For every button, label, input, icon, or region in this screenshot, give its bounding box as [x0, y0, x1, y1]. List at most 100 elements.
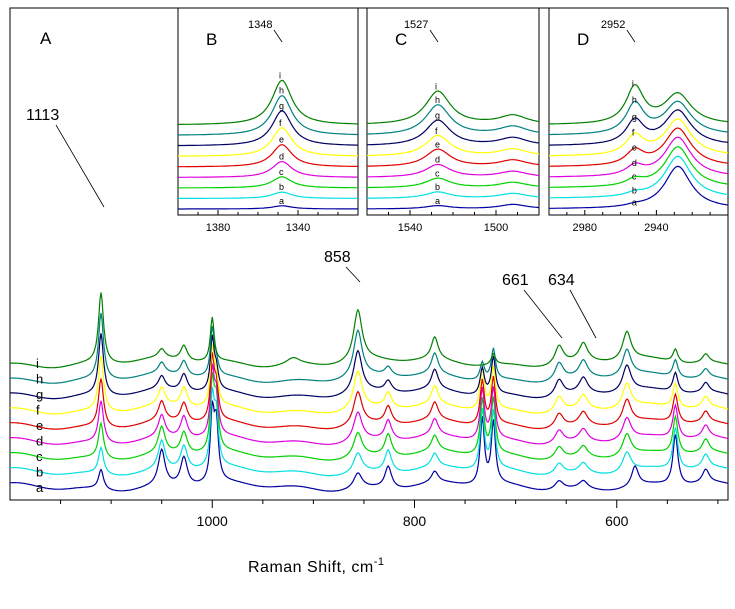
inset-peak-leader: [273, 29, 283, 43]
inset-b-letter-g: g: [279, 101, 284, 111]
inset-frame-c: [366, 7, 540, 216]
main-trace-g: [10, 333, 729, 400]
inset-b-trace-e: [178, 144, 359, 168]
peak-label-858: 858: [324, 249, 351, 266]
inset-frame-d: [548, 7, 729, 216]
inset-c-trace-f: [367, 134, 540, 157]
main-trace-letter-g: g: [36, 387, 43, 402]
peak-leader-634: [569, 289, 597, 339]
inset-b-trace-a: [178, 205, 358, 210]
inset-frame-b: [177, 7, 359, 216]
inset-d-trace-b: [549, 155, 729, 199]
inset-c-letter-d: d: [435, 155, 440, 165]
inset-c-letter-f: f: [435, 126, 438, 136]
peak-leader-661: [523, 289, 563, 339]
inset-c-letter-b: b: [435, 182, 440, 192]
inset-peak-leader: [429, 29, 439, 43]
inset-b-letter-i: i: [279, 70, 281, 80]
inset-b-trace-f: [178, 127, 358, 157]
inset-d-letter-f: f: [632, 127, 635, 137]
inset-c-trace-i: [367, 90, 540, 124]
inset-peak-label-2952: 2952: [601, 19, 625, 31]
inset-c-trace-d: [366, 163, 540, 178]
main-trace-letter-b: b: [36, 465, 43, 480]
inset-peak-leader: [626, 29, 636, 43]
peak-label-1113: 1113: [26, 107, 59, 124]
inset-d-trace-g: [549, 109, 729, 146]
inset-d-trace-i: [548, 83, 729, 125]
main-trace-b: [10, 386, 729, 477]
main-trace-h: [10, 312, 729, 384]
main-x-axis: 1000 800 600: [60, 500, 719, 529]
inset-b-letter-c: c: [279, 167, 284, 177]
main-trace-letter-f: f: [36, 403, 40, 418]
inset-c-trace-e: [366, 148, 540, 167]
inset-d-trace-c: [549, 146, 729, 188]
main-x-tick-label: 1000: [197, 513, 228, 529]
inset-d-tick-label: 2940: [644, 222, 668, 234]
main-trace-c: [10, 371, 729, 461]
inset-c-letter-g: g: [435, 110, 440, 120]
x-axis-title: Raman Shift, cm-1: [248, 556, 385, 576]
inset-d-trace-h: [549, 100, 729, 136]
inset-c-tick-label: 1500: [484, 222, 508, 234]
inset-d-letter-b: b: [632, 185, 637, 195]
inset-c-letter-h: h: [435, 95, 440, 105]
inset-b-letter-f: f: [279, 118, 282, 128]
main-trace-a: [9, 400, 729, 492]
inset-d-tick-label: 2980: [573, 222, 597, 234]
inset-d-trace-d: [549, 136, 729, 178]
inset-d-letter-g: g: [632, 112, 637, 122]
main-trace-letter-a: a: [36, 480, 44, 495]
inset-b-trace-d: [178, 160, 358, 178]
inset-b-tick-label: 1340: [286, 222, 310, 234]
peak-leader-1113: [55, 124, 105, 208]
peak-leader-858: [345, 266, 361, 283]
peak-label-661: 661: [502, 272, 529, 289]
inset-b-letter-d: d: [279, 152, 284, 162]
inset-c-trace-c: [367, 177, 540, 189]
inset-c-trace-b: [366, 191, 540, 199]
main-trace-i: [10, 292, 729, 369]
main-trace-e: [10, 352, 729, 430]
inset-c-letter-e: e: [435, 139, 440, 149]
inset-d-letter-i: i: [632, 78, 634, 88]
inset-c-tick-label: 1540: [398, 222, 422, 234]
main-trace-letter-i: i: [36, 356, 39, 371]
panel-letter-d: D: [577, 30, 589, 49]
main-trace-letter-e: e: [36, 418, 43, 433]
main-trace-letter-h: h: [36, 372, 43, 387]
inset-c-letter-a: a: [435, 196, 440, 206]
inset-d-letter-h: h: [632, 95, 637, 105]
inset-b-trace-g: [178, 110, 358, 147]
main-traces: [9, 292, 729, 492]
inset-c-trace-a: [367, 203, 540, 210]
inset-d-trace-f: [549, 118, 729, 157]
inset-b-tick-label: 1380: [206, 222, 230, 234]
inset-b-trace-h: [178, 95, 358, 136]
x-axis-title-text: Raman Shift, cm: [248, 559, 374, 576]
panel-letter-c: C: [395, 30, 407, 49]
inset-peak-label-1527: 1527: [404, 19, 428, 31]
main-trace-letter-c: c: [36, 449, 43, 464]
peak-label-634: 634: [548, 272, 575, 289]
main-x-tick-label: 800: [403, 513, 427, 529]
inset-b-letter-a: a: [279, 196, 284, 206]
inset-b-letter-e: e: [279, 135, 284, 145]
inset-c-letter-i: i: [435, 81, 437, 91]
inset-d-letter-a: a: [632, 197, 637, 207]
inset-b-trace-c: [177, 176, 358, 189]
inset-c-letter-c: c: [435, 168, 440, 178]
inset-b-letter-h: h: [279, 86, 284, 96]
inset-d-trace-a: [549, 165, 729, 209]
inset-c-trace-g: [366, 119, 540, 146]
x-axis-title-superscript: -1: [374, 556, 385, 568]
main-trace-d: [10, 363, 729, 445]
inset-b-letter-b: b: [279, 182, 284, 192]
